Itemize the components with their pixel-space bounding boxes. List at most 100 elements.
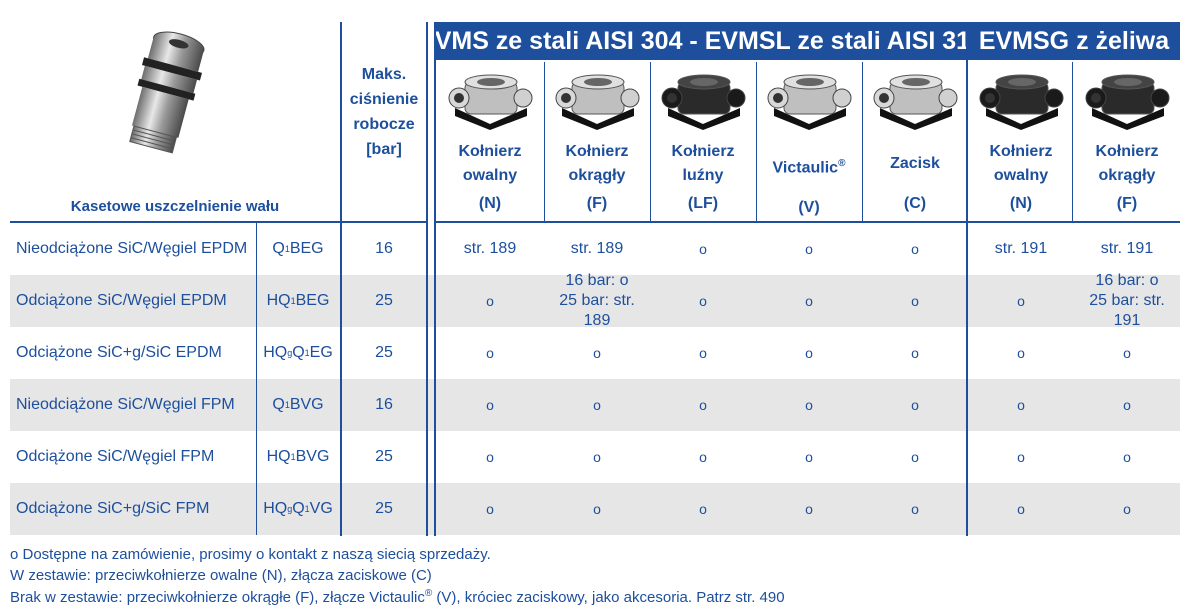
- column-header: Victaulic® (V): [756, 152, 862, 234]
- availability-cell: o: [1074, 327, 1180, 379]
- seal-code-part: BEG: [289, 240, 324, 257]
- availability-text: o: [1123, 501, 1131, 517]
- column-header-line: okrągły: [1098, 167, 1156, 184]
- availability-cell: o: [436, 327, 544, 379]
- availability-cell: o: [436, 275, 544, 327]
- seal-code-subscript: 1: [284, 244, 290, 254]
- column-header-line: Kołnierz: [1095, 143, 1159, 160]
- column-code: (N): [478, 195, 502, 212]
- seal-code: HQ 1 BVG: [256, 431, 340, 483]
- column-divider: [966, 22, 968, 536]
- seal-description: Nieodciążone SiC/Węgiel FPM: [16, 396, 235, 413]
- availability-text: o: [805, 397, 813, 413]
- availability-text: o: [805, 241, 813, 257]
- availability-cell: o: [1074, 379, 1180, 431]
- availability-cell: o: [1074, 483, 1180, 535]
- availability-text: o: [699, 345, 707, 361]
- availability-cell: o: [436, 483, 544, 535]
- availability-text: o: [911, 293, 919, 309]
- seal-code: HQ 1 BEG: [256, 275, 340, 327]
- availability-cell: o: [544, 379, 650, 431]
- availability-text: o: [911, 397, 919, 413]
- availability-text: o: [699, 449, 707, 465]
- availability-cell: o: [436, 379, 544, 431]
- column-header-line: owalny: [993, 167, 1049, 184]
- availability-text: o: [486, 501, 494, 517]
- column-divider: [650, 62, 651, 222]
- seal-code-part: Q: [272, 396, 285, 413]
- availability-cell: o: [650, 223, 756, 275]
- availability-cell: o: [862, 327, 968, 379]
- availability-cell: o: [1074, 431, 1180, 483]
- availability-cell: o: [862, 379, 968, 431]
- seal-caption: Kasetowe uszczelnienie wału: [70, 198, 280, 215]
- pressure-header-line: ciśnienie: [349, 91, 419, 108]
- row-band: [10, 379, 1180, 431]
- column-divider: [862, 62, 863, 222]
- pressure-header-line: [bar]: [366, 141, 402, 158]
- availability-text: o: [1123, 449, 1131, 465]
- column-code: (F): [586, 195, 608, 212]
- seal-description: Odciążone SiC/Węgiel EPDM: [16, 292, 227, 309]
- availability-text: o: [1017, 397, 1025, 413]
- column-code: (V): [798, 199, 820, 217]
- max-pressure: 25: [375, 500, 393, 517]
- availability-text: o: [1017, 449, 1025, 465]
- column-code: (F): [1116, 195, 1138, 212]
- shaft-seal-cartridge-image: [129, 31, 205, 154]
- header-rule: [436, 221, 1180, 223]
- seal-code-part: Q: [272, 240, 285, 257]
- max-pressure: 25: [375, 344, 393, 361]
- availability-text: 25 bar: str. 189: [559, 292, 635, 329]
- availability-cell: o: [650, 431, 756, 483]
- seal-code-subscript: 1: [304, 348, 310, 358]
- availability-cell: o: [968, 483, 1074, 535]
- availability-cell: o: [862, 483, 968, 535]
- pump-base-image: [767, 74, 852, 130]
- seal-code-subscript: 1: [290, 452, 296, 462]
- seal-description: Odciążone SiC+g/SiC FPM: [16, 500, 210, 517]
- availability-text: o: [1123, 397, 1131, 413]
- column-code: (LF): [687, 195, 719, 212]
- availability-cell: o: [436, 431, 544, 483]
- availability-cell: 16 bar: o 25 bar: str. 189: [544, 272, 650, 329]
- column-header: Kołnierz owalny (N): [436, 140, 544, 222]
- availability-cell: o: [650, 275, 756, 327]
- seal-code: Q 1 BVG: [256, 379, 340, 431]
- seal-code-part: BVG: [295, 448, 330, 465]
- seal-code-part: VG: [309, 500, 333, 517]
- availability-cell: o: [756, 483, 862, 535]
- availability-text: o: [593, 345, 601, 361]
- availability-text: 16 bar: o: [565, 272, 629, 289]
- row-band: [10, 275, 1180, 327]
- availability-text: o: [805, 501, 813, 517]
- availability-text: 25 bar: str. 191: [1089, 292, 1165, 329]
- max-pressure: 16: [375, 396, 393, 413]
- max-pressure: 16: [375, 240, 393, 257]
- availability-text: o: [593, 449, 601, 465]
- availability-cell: o: [544, 483, 650, 535]
- availability-text: o: [805, 345, 813, 361]
- availability-cell: o: [756, 327, 862, 379]
- seal-code-part: Q: [292, 500, 305, 517]
- availability-text: str. 189: [463, 240, 517, 257]
- pump-base-image: [661, 74, 746, 130]
- column-divider: [756, 62, 757, 222]
- column-divider: [426, 22, 428, 536]
- pump-base-image: [448, 74, 533, 130]
- availability-cell: o: [650, 379, 756, 431]
- seal-description: Odciążone SiC/Węgiel FPM: [16, 448, 215, 465]
- availability-text: o: [699, 397, 707, 413]
- evmsg-header: EVMSG z żeliwa: [968, 22, 1180, 60]
- availability-text: o: [593, 397, 601, 413]
- availability-text: o: [699, 293, 707, 309]
- seal-code-part: HQ: [263, 344, 288, 361]
- seal-code-subscript: 1: [304, 504, 310, 514]
- availability-cell: o: [544, 431, 650, 483]
- column-divider: [1072, 62, 1073, 222]
- pump-base-image: [1085, 74, 1170, 130]
- column-divider: [544, 62, 545, 222]
- availability-cell: o: [968, 327, 1074, 379]
- seal-code-subscript: 1: [284, 400, 290, 410]
- availability-cell: str. 191: [968, 223, 1074, 275]
